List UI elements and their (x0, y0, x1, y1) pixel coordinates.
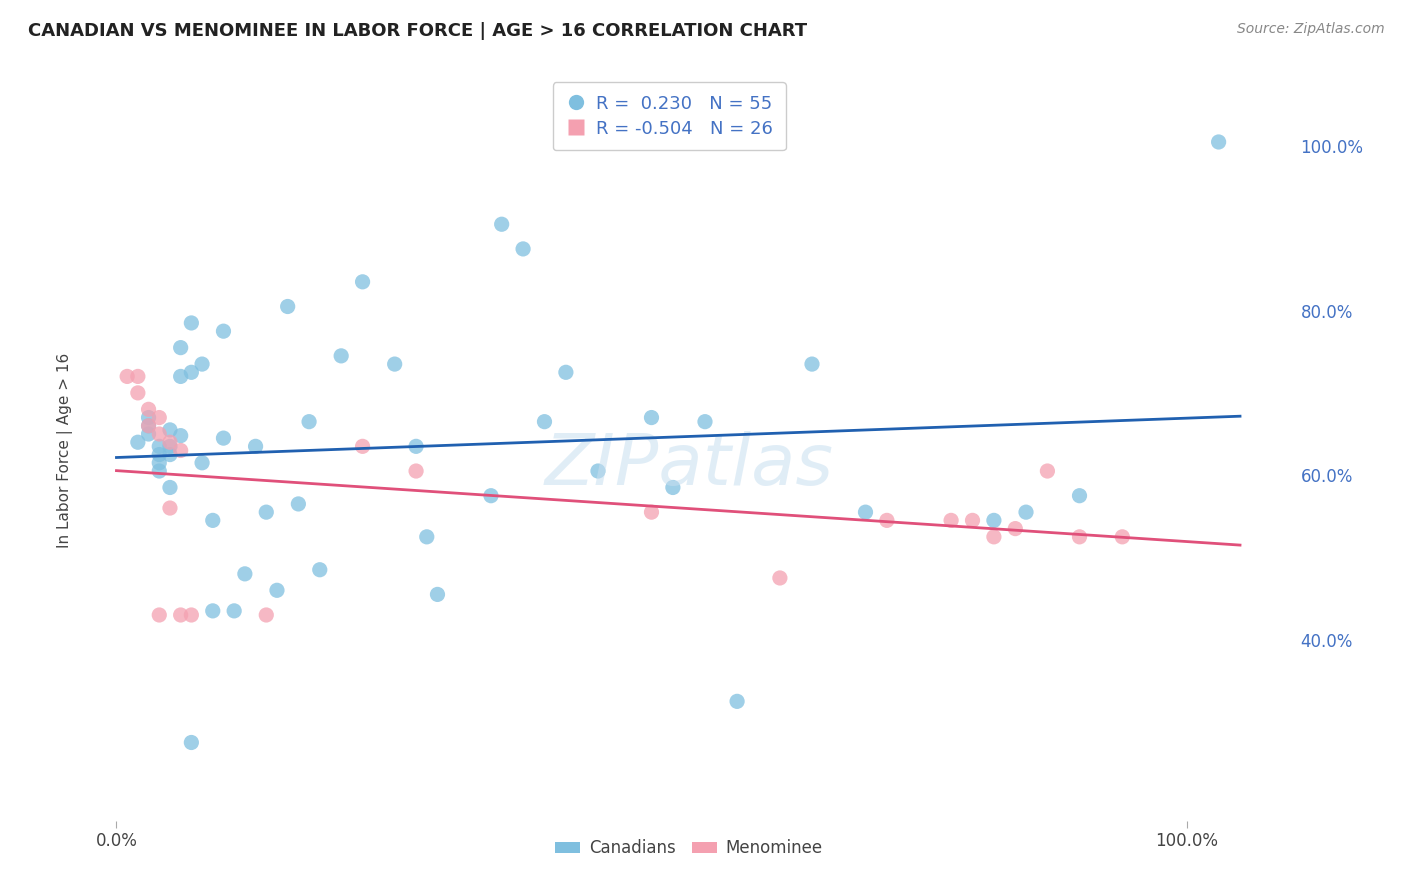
Point (640, 505, 662, 519)
Point (169, 369, 191, 384)
Point (159, 448, 181, 462)
Point (384, 357, 406, 371)
Point (159, 423, 181, 437)
Point (586, 464, 609, 478)
Point (1015, 505, 1038, 519)
Point (287, 497, 309, 511)
Point (138, 402, 160, 417)
Point (212, 324, 235, 338)
Point (491, 217, 513, 231)
Point (1004, 522, 1026, 536)
Point (801, 357, 824, 371)
Point (405, 439, 427, 453)
Point (180, 735, 202, 749)
Point (127, 369, 149, 384)
Point (148, 427, 170, 442)
Point (138, 418, 160, 433)
Point (983, 513, 1005, 527)
Point (159, 439, 181, 453)
Legend: Canadians, Menominee: Canadians, Menominee (548, 833, 830, 864)
Point (939, 513, 962, 527)
Point (148, 607, 170, 622)
Point (159, 435, 181, 450)
Point (224, 604, 246, 618)
Point (148, 410, 170, 425)
Point (1036, 464, 1059, 478)
Point (1069, 530, 1091, 544)
Point (1111, 530, 1133, 544)
Text: Source: ZipAtlas.com: Source: ZipAtlas.com (1237, 22, 1385, 37)
Point (169, 341, 191, 355)
Point (876, 513, 898, 527)
Point (769, 571, 792, 585)
Point (416, 530, 439, 544)
Point (277, 300, 299, 314)
Point (245, 439, 267, 453)
Point (405, 464, 427, 478)
Point (554, 365, 576, 379)
Point (191, 357, 214, 371)
Point (254, 607, 277, 622)
Point (308, 563, 330, 577)
Point (266, 583, 288, 598)
Point (662, 481, 685, 495)
Point (148, 456, 170, 470)
Point (983, 530, 1005, 544)
Y-axis label: In Labor Force | Age > 16: In Labor Force | Age > 16 (58, 353, 73, 548)
Point (640, 410, 662, 425)
Point (254, 505, 277, 519)
Point (479, 489, 502, 503)
Point (1208, 135, 1230, 149)
Point (127, 435, 149, 450)
Point (855, 505, 877, 519)
Point (533, 415, 555, 429)
Point (512, 242, 534, 256)
Point (191, 456, 214, 470)
Text: CANADIAN VS MENOMINEE IN LABOR FORCE | AGE > 16 CORRELATION CHART: CANADIAN VS MENOMINEE IN LABOR FORCE | A… (28, 22, 807, 40)
Point (330, 349, 353, 363)
Point (169, 443, 191, 458)
Point (725, 694, 748, 708)
Point (233, 566, 256, 581)
Point (148, 448, 170, 462)
Point (115, 369, 138, 384)
Point (169, 607, 191, 622)
Point (180, 607, 202, 622)
Point (127, 385, 149, 400)
Point (138, 418, 160, 433)
Point (1069, 489, 1091, 503)
Text: ZIPatlas: ZIPatlas (544, 431, 834, 500)
Point (201, 513, 224, 527)
Point (180, 316, 202, 330)
Point (352, 275, 374, 289)
Point (138, 427, 160, 442)
Point (962, 513, 984, 527)
Point (169, 428, 191, 442)
Point (138, 410, 160, 425)
Point (298, 415, 321, 429)
Point (352, 439, 374, 453)
Point (693, 415, 716, 429)
Point (201, 604, 224, 618)
Point (148, 464, 170, 478)
Point (159, 501, 181, 516)
Point (212, 431, 235, 445)
Point (159, 481, 181, 495)
Point (180, 365, 202, 379)
Point (426, 587, 449, 601)
Point (148, 439, 170, 453)
